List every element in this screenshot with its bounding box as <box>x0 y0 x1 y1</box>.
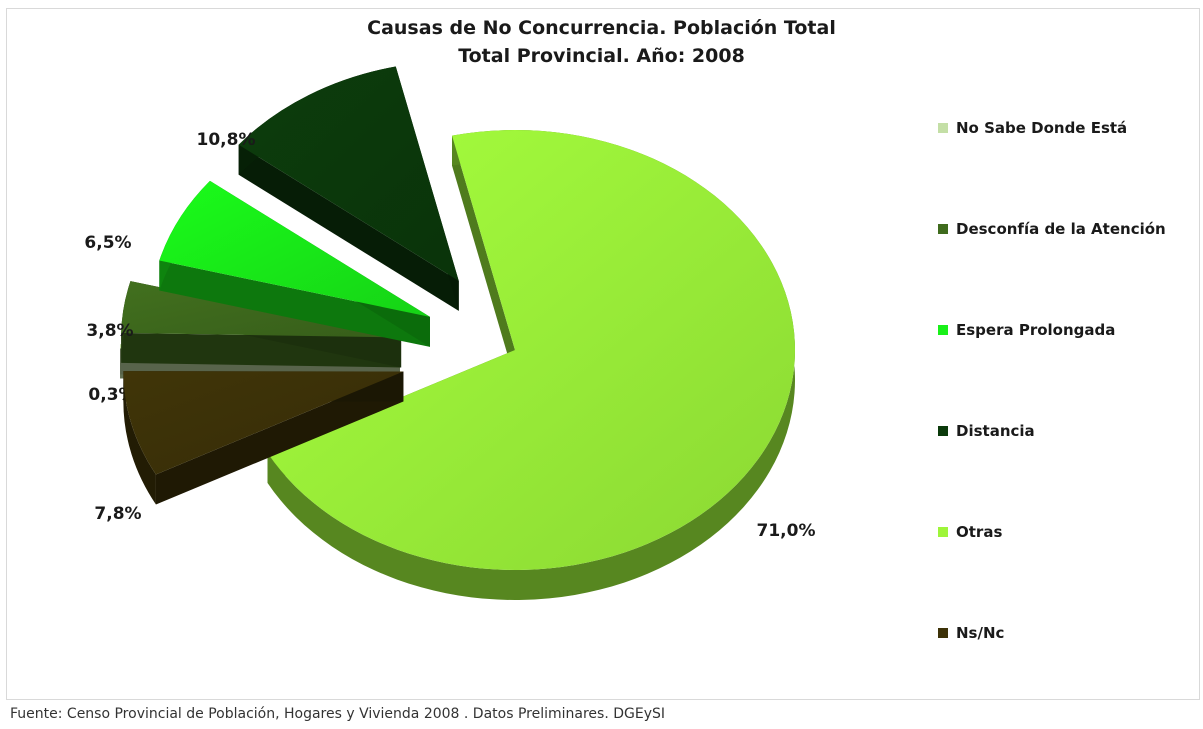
legend-swatch <box>938 224 948 234</box>
data-label-5: 7,8% <box>94 504 141 524</box>
pie-slice-5 <box>123 371 404 505</box>
legend-label: Desconfía de la Atención <box>956 220 1166 238</box>
legend-item: No Sabe Donde Está <box>938 117 1127 139</box>
legend-item: Espera Prolongada <box>938 319 1115 341</box>
legend-label: Distancia <box>956 422 1035 440</box>
legend-item: Desconfía de la Atención <box>938 218 1166 240</box>
chart-title: Causas de No Concurrencia. Población Tot… <box>367 17 836 39</box>
legend-item: Distancia <box>938 420 1035 442</box>
legend-item: Otras <box>938 521 1002 543</box>
legend-swatch <box>938 527 948 537</box>
data-label-4: 71,0% <box>757 521 816 541</box>
legend-label: No Sabe Donde Está <box>956 119 1128 137</box>
legend-swatch <box>938 426 948 436</box>
legend-swatch <box>938 325 948 335</box>
legend-label: Espera Prolongada <box>956 321 1116 339</box>
source-note: Fuente: Censo Provincial de Población, H… <box>10 706 666 722</box>
pie-slice-4 <box>267 129 796 601</box>
legend-item: Ns/Nc <box>938 622 1004 644</box>
chart-subtitle: Total Provincial. Año: 2008 <box>458 45 745 67</box>
data-label-1: 3,8% <box>86 321 133 341</box>
pie-slice-3 <box>238 66 459 311</box>
data-label-2: 6,5% <box>84 233 131 253</box>
chart-title-block: Causas de No Concurrencia. Población Tot… <box>0 14 1203 70</box>
pie-slice-2 <box>159 180 430 347</box>
legend-swatch <box>938 628 948 638</box>
legend-label: Otras <box>956 523 1003 541</box>
legend-label: Ns/Nc <box>956 624 1005 642</box>
data-label-3: 10,8% <box>197 130 256 150</box>
legend-swatch <box>938 123 948 133</box>
